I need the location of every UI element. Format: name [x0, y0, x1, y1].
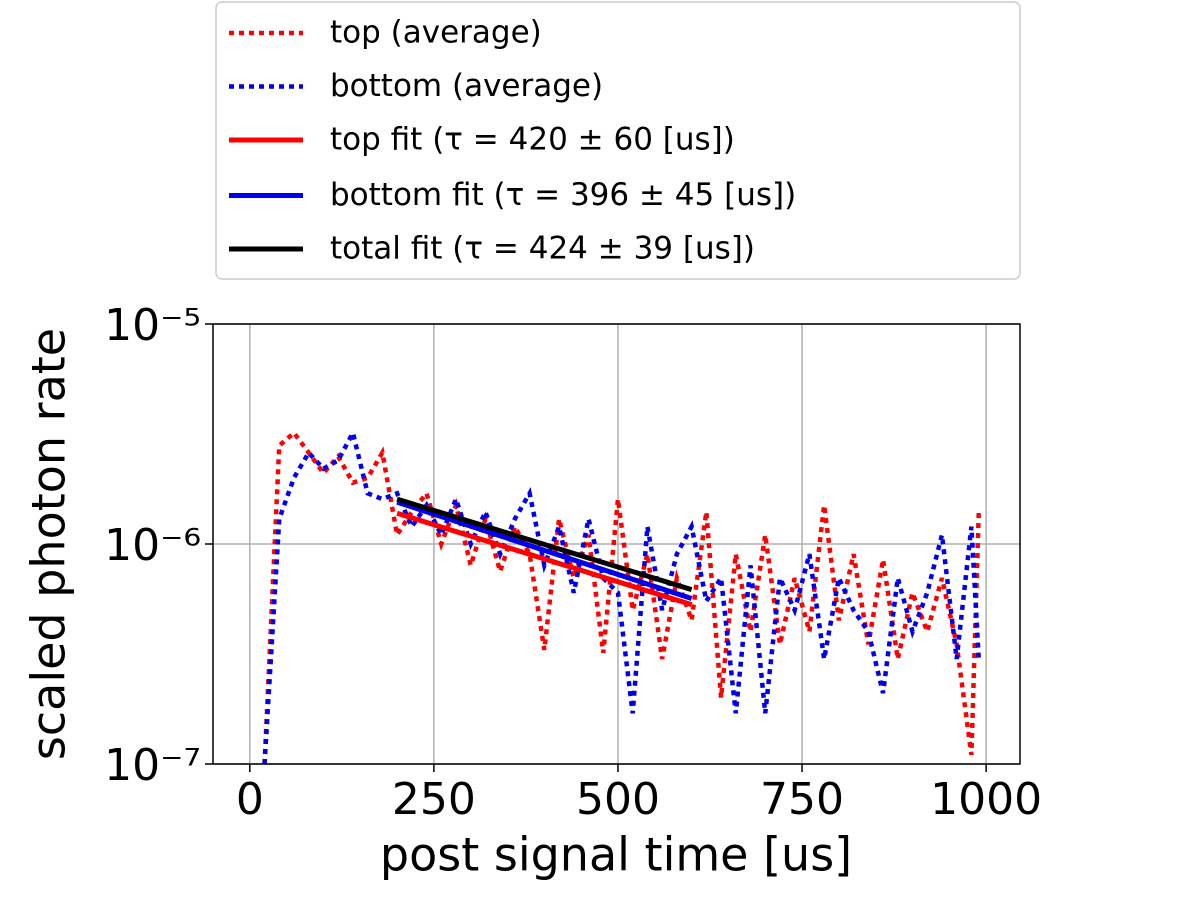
y-tick-label: 10⁻⁶: [104, 520, 201, 571]
series-line: [396, 510, 693, 608]
series-line: [262, 426, 982, 764]
x-tick-label: 500: [576, 774, 660, 825]
plot-frame: [212, 323, 1021, 765]
series-line: [396, 499, 693, 601]
legend-label: top fit (τ = 420 ± 60 [us]): [330, 122, 735, 158]
legend-label: bottom fit (τ = 396 ± 45 [us]): [330, 177, 796, 213]
x-tick-label: 250: [392, 774, 476, 825]
y-axis-label: scaled photon rate: [22, 328, 76, 760]
y-tick-label: 10⁻⁵: [104, 300, 201, 351]
x-axis-label: post signal time [us]: [380, 828, 852, 882]
legend-box: [215, 1, 1021, 280]
legend-label: bottom (average): [330, 68, 603, 104]
legend-label: total fit (τ = 424 ± 39 [us]): [330, 231, 755, 267]
x-tick-label: 1000: [930, 774, 1042, 825]
y-tick-label: 10⁻⁷: [104, 740, 201, 791]
plot-area: [262, 426, 982, 764]
x-tick-label: 750: [760, 774, 844, 825]
series-line: [396, 496, 693, 593]
x-tick-label: 0: [236, 774, 264, 825]
series-line: [262, 429, 982, 764]
legend-label: top (average): [330, 15, 542, 51]
